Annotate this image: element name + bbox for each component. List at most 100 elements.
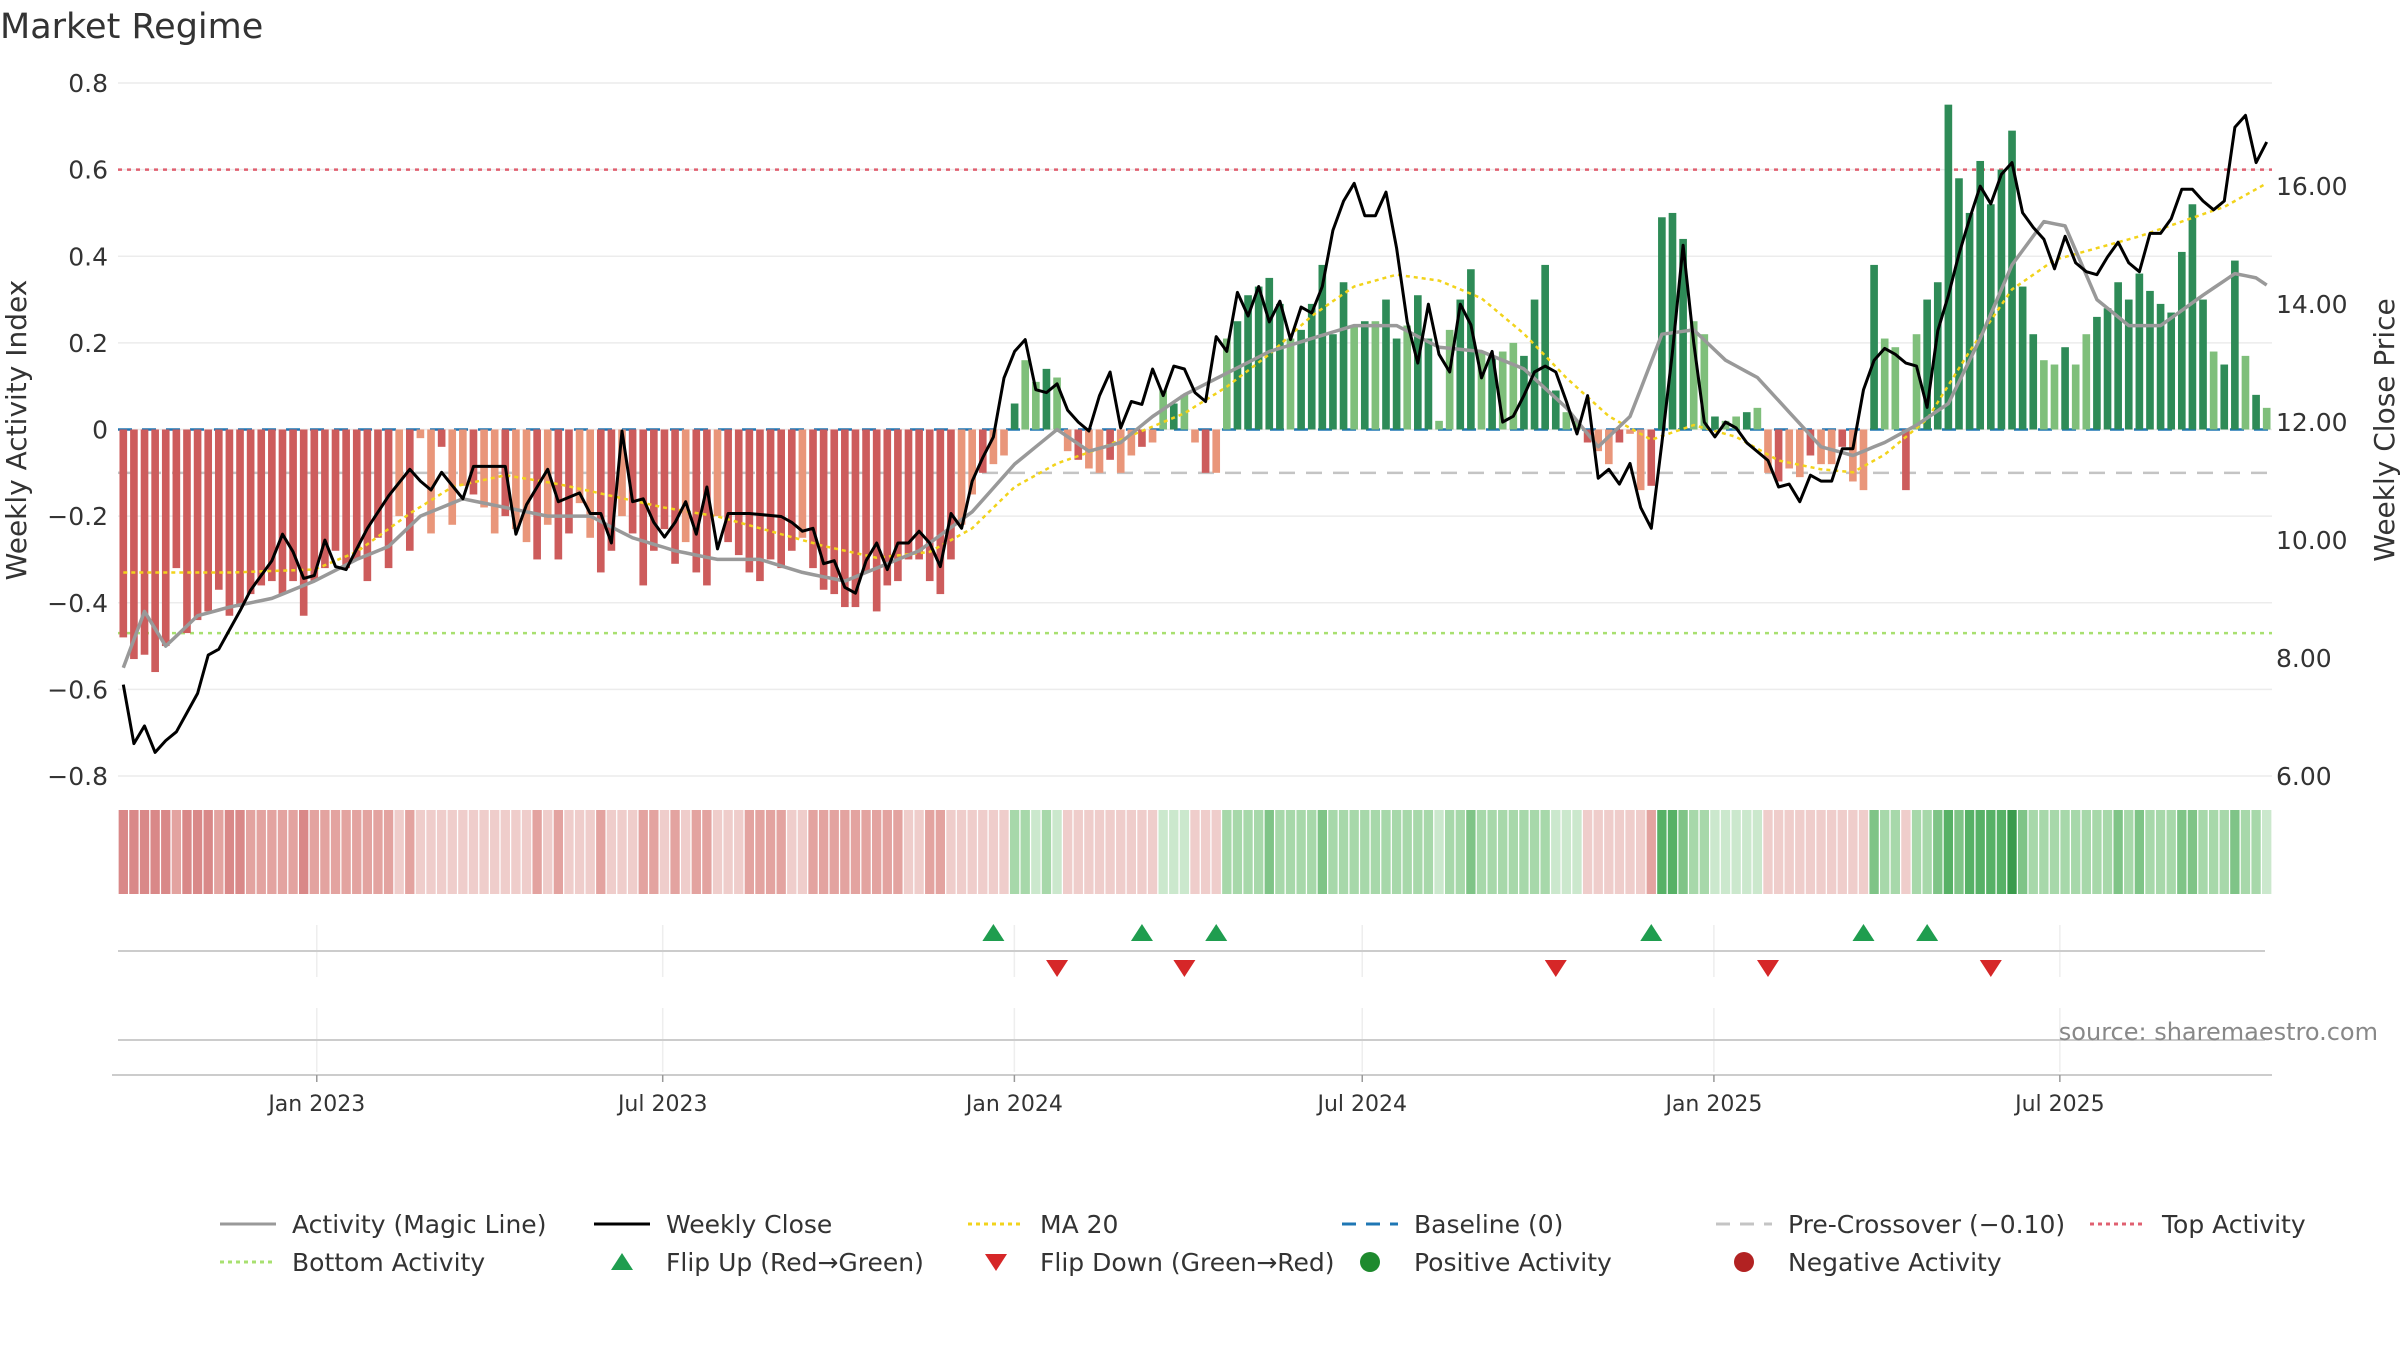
activity-bar: [416, 429, 425, 439]
activity-bar: [1498, 351, 1507, 430]
regime-strip-cell: [1031, 810, 1041, 894]
x-tick-label: Jan 2024: [964, 1092, 1063, 1117]
regime-strip-cell: [468, 810, 479, 894]
regime-strip-cell: [2230, 810, 2240, 894]
regime-strip-cell: [2166, 810, 2176, 894]
regime-strip-cell: [1264, 810, 1274, 894]
regime-strip-cell: [861, 810, 871, 894]
activity-bar: [1594, 429, 1603, 452]
activity-bar: [2167, 312, 2176, 430]
activity-bar: [214, 429, 223, 590]
regime-strip-cell: [649, 810, 659, 894]
regime-strip-cell: [1710, 810, 1720, 894]
activity-bar: [2071, 364, 2080, 430]
series-lines: [121, 113, 2269, 754]
regime-strip-cell: [543, 810, 553, 894]
activity-bar: [2146, 290, 2154, 430]
regime-strip-cell: [2251, 810, 2261, 894]
regime-strip-cell: [1986, 810, 1996, 894]
regime-strip-cell: [394, 810, 404, 894]
activity-bar: [894, 429, 902, 582]
regime-strip-cell: [1922, 810, 1932, 894]
regime-strip-cell: [161, 810, 171, 894]
activity-bar: [2177, 251, 2186, 430]
y-axis-right-label: Weekly Close Price: [2368, 298, 2400, 561]
activity-bar: [1350, 325, 1358, 430]
legend-label: Flip Up (Red→Green): [666, 1248, 924, 1277]
activity-bar: [2188, 204, 2197, 430]
activity-bar: [151, 429, 159, 673]
activity-bar: [1435, 420, 1443, 430]
regime-strip-cell: [2007, 810, 2017, 894]
legend-swatch-flip-up: [611, 1253, 633, 1270]
activity-bar: [1955, 178, 1963, 430]
regime-strip-cell: [999, 810, 1009, 894]
regime-strip-cell: [829, 810, 839, 894]
regime-strip-cell: [1593, 810, 1603, 894]
activity-bar: [1180, 394, 1189, 430]
activity-bar: [278, 429, 287, 595]
activity-bar: [904, 429, 913, 560]
regime-strip-cell: [903, 810, 914, 894]
activity-bar: [1562, 412, 1571, 430]
regime-strip-cell: [2177, 810, 2187, 894]
activity-bar: [172, 429, 181, 569]
activity-bar: [1785, 429, 1794, 469]
activity-bar: [490, 429, 499, 534]
activity-bar: [1000, 429, 1008, 456]
regime-strip-cell: [1529, 810, 1540, 894]
regime-strip-cell: [490, 810, 500, 894]
regime-strip-cell: [1275, 810, 1285, 894]
activity-bar: [1116, 429, 1125, 473]
activity-bar: [1764, 429, 1772, 473]
regime-strip-cell: [2262, 810, 2272, 894]
activity-bar: [650, 429, 658, 551]
regime-strip-cell: [1508, 810, 1518, 894]
legend-label: Pre-Crossover (−0.10): [1788, 1210, 2065, 1239]
activity-bar: [1753, 407, 1762, 430]
y-left-tick-label: 0.8: [68, 69, 108, 98]
regime-strip-cell: [2081, 810, 2091, 894]
regime-strip: [118, 810, 2272, 894]
activity-bar: [841, 429, 849, 608]
legend-label: MA 20: [1040, 1210, 1118, 1239]
regime-strip-cell: [245, 810, 256, 894]
regime-strip-cell: [1116, 810, 1126, 894]
activity-bar: [331, 429, 340, 551]
regime-strip-cell: [627, 810, 638, 894]
activity-bar: [978, 429, 987, 473]
y-left-tick-label: −0.6: [47, 675, 108, 704]
regime-strip-cell: [1296, 810, 1306, 894]
activity-bar: [268, 429, 276, 582]
activity-bar: [543, 429, 552, 525]
regime-strip-cell: [1911, 810, 1922, 894]
regime-strip-cell: [988, 810, 999, 894]
regime-strip-cell: [2113, 810, 2123, 894]
x-tick-label: Jul 2025: [2013, 1092, 2105, 1117]
regime-strip-cell: [585, 810, 595, 894]
activity-bar: [936, 429, 945, 595]
activity-bar: [1551, 390, 1560, 430]
regime-strip-cell: [415, 810, 426, 894]
activity-bar: [1307, 303, 1316, 430]
regime-strip-cell: [1816, 810, 1826, 894]
activity-bar: [522, 429, 531, 543]
regime-strip-cell: [532, 810, 542, 894]
activity-bar: [2061, 347, 2069, 430]
activity-bar: [2103, 308, 2112, 430]
activity-bar: [480, 429, 488, 508]
regime-strip-cell: [299, 810, 309, 894]
activity-bar: [2209, 351, 2218, 430]
activity-bar: [130, 429, 138, 660]
activity-bar: [745, 429, 754, 573]
chart-title: Market Regime: [0, 7, 263, 47]
regime-strip-cell: [2155, 810, 2166, 894]
activity-bar: [851, 429, 860, 608]
activity-bar: [862, 429, 870, 573]
regime-strip-cell: [850, 810, 861, 894]
regime-strip-cell: [1720, 810, 1731, 894]
regime-strip-cell: [447, 810, 457, 894]
regime-strip-cell: [1105, 810, 1115, 894]
activity-bar: [787, 429, 796, 551]
